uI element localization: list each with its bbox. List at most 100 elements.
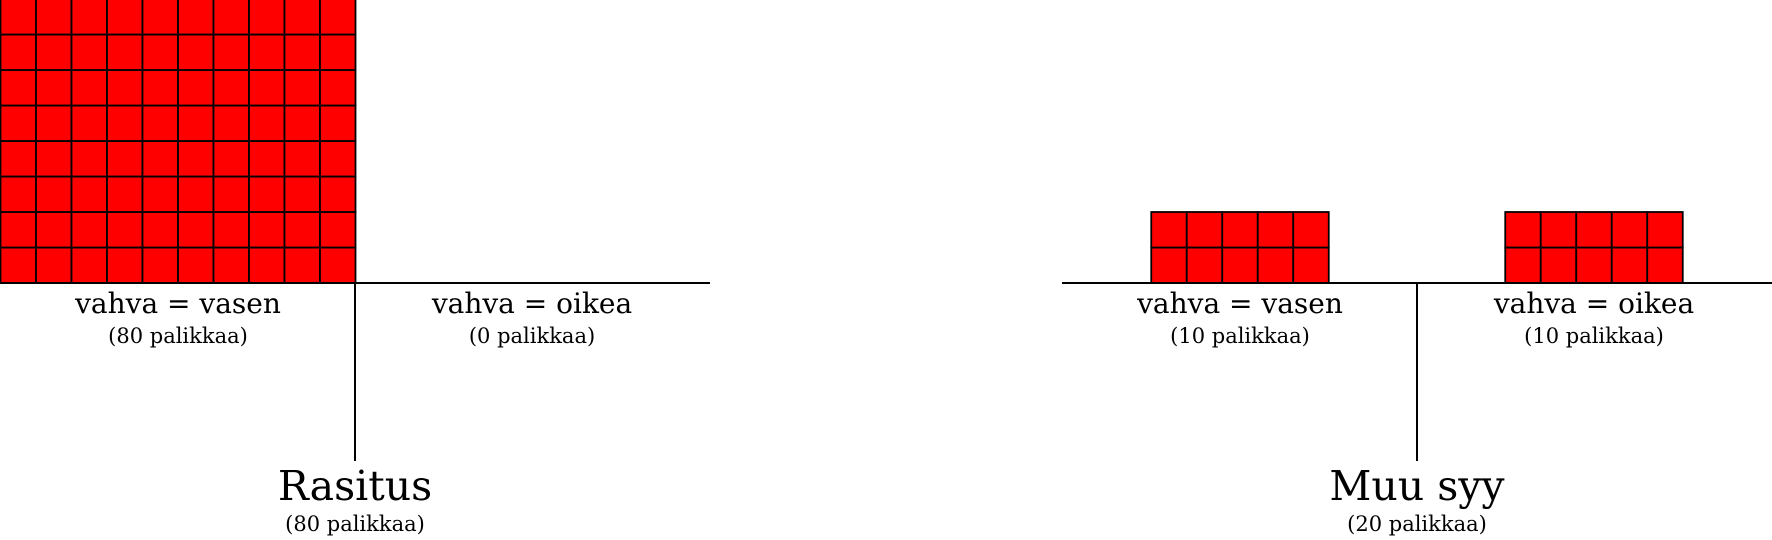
block-cell: [106, 0, 144, 36]
block-cell: [0, 33, 37, 71]
block-cell: [248, 211, 286, 249]
block-cell: [248, 0, 286, 36]
block-cell: [1610, 211, 1649, 249]
block-cell: [177, 140, 215, 178]
block-cell: [248, 140, 286, 178]
block-cell: [1185, 211, 1224, 249]
block-cell: [1539, 211, 1578, 249]
block-cell: [0, 140, 37, 178]
block-cell: [212, 246, 250, 284]
block-cell: [319, 211, 357, 249]
block-cell: [177, 0, 215, 36]
diagram-total-count: (80 palikkaa): [285, 512, 425, 536]
block-cell: [0, 175, 37, 213]
block-stack-left: [1150, 211, 1330, 284]
block-cell: [283, 140, 321, 178]
block-cell: [1150, 246, 1188, 284]
block-cell: [70, 33, 108, 71]
block-cell: [283, 69, 321, 107]
branch-count-left: (80 palikkaa): [108, 324, 248, 348]
block-cell: [177, 69, 215, 107]
block-cell: [319, 0, 357, 36]
diagram-muu-syy: vahva = vasen (10 palikkaa) vahva = oike…: [1062, 211, 1772, 536]
diagram-rasitus: vahva = vasen (80 palikkaa) vahva = oike…: [0, 0, 710, 536]
block-cell: [1610, 246, 1649, 284]
block-cell: [177, 175, 215, 213]
block-stack-left: [0, 0, 357, 284]
block-cell: [283, 211, 321, 249]
block-cell: [212, 0, 250, 36]
block-cell: [212, 33, 250, 71]
block-cell: [70, 175, 108, 213]
diagram-total-count: (20 palikkaa): [1347, 512, 1487, 536]
branch-label-right: vahva = oikea: [1493, 287, 1694, 320]
block-cell: [1221, 246, 1259, 284]
block-cell: [0, 0, 37, 36]
block-cell: [1575, 211, 1613, 249]
block-cell: [248, 33, 286, 71]
block-cell: [283, 104, 321, 142]
block-cell: [283, 0, 321, 36]
block-cell: [212, 104, 250, 142]
block-cell: [177, 33, 215, 71]
block-cell: [1504, 211, 1542, 249]
block-cell: [1256, 246, 1295, 284]
block-cell: [319, 69, 357, 107]
block-cell: [35, 175, 73, 213]
branch-label-left: vahva = vasen: [74, 287, 281, 320]
block-cell: [35, 104, 73, 142]
block-cell: [283, 175, 321, 213]
block-cell: [35, 211, 73, 249]
branch-label-right: vahva = oikea: [431, 287, 632, 320]
block-cell: [248, 246, 286, 284]
block-cell: [70, 246, 108, 284]
block-cell: [141, 33, 179, 71]
block-stack-right: [1504, 211, 1684, 284]
block-cell: [319, 104, 357, 142]
block-cell: [106, 246, 144, 284]
block-cell: [141, 211, 179, 249]
block-cell: [1504, 246, 1542, 284]
block-cell: [0, 246, 37, 284]
block-cell: [0, 211, 37, 249]
block-cell: [141, 69, 179, 107]
branch-count-right: (10 palikkaa): [1524, 324, 1664, 348]
block-cell: [35, 140, 73, 178]
block-cell: [141, 0, 179, 36]
block-cell: [141, 104, 179, 142]
block-cell: [248, 175, 286, 213]
block-cell: [1646, 246, 1684, 284]
block-cell: [70, 69, 108, 107]
block-cell: [319, 140, 357, 178]
block-cell: [1646, 211, 1684, 249]
block-cell: [248, 69, 286, 107]
block-cell: [283, 246, 321, 284]
block-cell: [177, 104, 215, 142]
block-cell: [177, 211, 215, 249]
diagram-title: Rasitus: [278, 462, 432, 510]
block-cell: [319, 175, 357, 213]
block-cell: [35, 33, 73, 71]
block-cell: [212, 175, 250, 213]
block-cell: [283, 33, 321, 71]
block-cell: [106, 140, 144, 178]
block-cell: [141, 175, 179, 213]
block-cell: [70, 104, 108, 142]
branch-count-left: (10 palikkaa): [1170, 324, 1310, 348]
block-cell: [248, 104, 286, 142]
block-cell: [35, 246, 73, 284]
block-cell: [70, 0, 108, 36]
block-cell: [319, 33, 357, 71]
block-cell: [212, 211, 250, 249]
block-cell: [1185, 246, 1224, 284]
block-cell: [70, 211, 108, 249]
branch-count-right: (0 palikkaa): [469, 324, 595, 348]
block-cell: [106, 175, 144, 213]
branch-label-left: vahva = vasen: [1136, 287, 1343, 320]
diagram-title: Muu syy: [1329, 462, 1505, 510]
block-cell: [141, 246, 179, 284]
block-cell: [1292, 211, 1330, 249]
block-cell: [0, 69, 37, 107]
block-cell: [141, 140, 179, 178]
